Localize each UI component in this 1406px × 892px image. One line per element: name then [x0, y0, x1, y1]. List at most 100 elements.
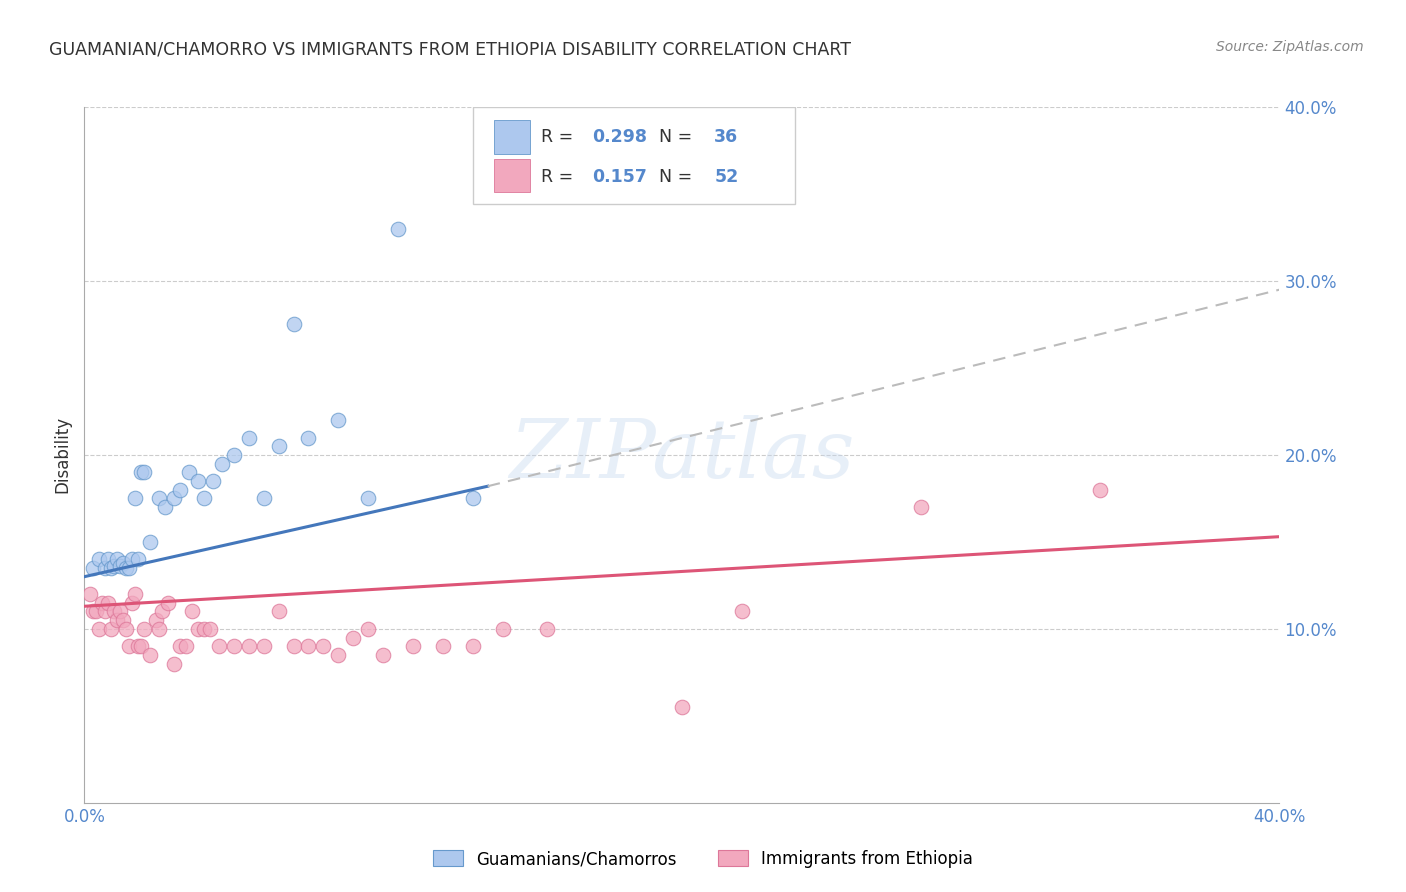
Point	[174, 639, 197, 653]
Point	[671, 700, 693, 714]
Y-axis label: Disability: Disability	[53, 417, 72, 493]
Point	[153, 500, 176, 514]
Point	[432, 639, 454, 653]
Point	[357, 491, 380, 506]
Legend: Guamanians/Chamorros, Immigrants from Ethiopia: Guamanians/Chamorros, Immigrants from Et…	[426, 844, 980, 875]
Point	[94, 561, 117, 575]
Point	[148, 491, 170, 506]
Point	[115, 622, 138, 636]
FancyBboxPatch shape	[472, 107, 796, 204]
FancyBboxPatch shape	[495, 159, 530, 192]
Point	[127, 639, 149, 653]
Point	[187, 474, 209, 488]
Point	[132, 466, 156, 480]
Point	[89, 622, 111, 636]
Point	[208, 639, 231, 653]
Point	[201, 474, 224, 488]
Point	[139, 534, 162, 549]
Text: GUAMANIAN/CHAMORRO VS IMMIGRANTS FROM ETHIOPIA DISABILITY CORRELATION CHART: GUAMANIAN/CHAMORRO VS IMMIGRANTS FROM ET…	[49, 40, 851, 58]
Point	[180, 605, 204, 619]
Point	[169, 639, 191, 653]
Point	[129, 639, 152, 653]
Point	[139, 648, 162, 662]
Point	[193, 622, 215, 636]
Point	[79, 587, 101, 601]
Point	[86, 605, 108, 619]
Text: Source: ZipAtlas.com: Source: ZipAtlas.com	[1216, 40, 1364, 54]
Point	[267, 605, 290, 619]
Point	[371, 648, 394, 662]
Point	[150, 605, 173, 619]
Point	[536, 622, 558, 636]
Point	[124, 491, 146, 506]
Text: N =: N =	[648, 128, 699, 146]
Point	[127, 552, 149, 566]
Point	[121, 552, 143, 566]
Point	[124, 587, 146, 601]
Point	[148, 622, 170, 636]
Point	[100, 622, 122, 636]
Point	[267, 439, 290, 453]
Text: R =: R =	[541, 128, 579, 146]
Text: 0.298: 0.298	[592, 128, 647, 146]
Point	[91, 596, 114, 610]
Point	[387, 221, 409, 235]
Point	[342, 631, 364, 645]
Point	[461, 639, 484, 653]
Point	[731, 605, 754, 619]
Point	[211, 457, 233, 471]
Text: 52: 52	[714, 168, 738, 186]
Point	[238, 639, 260, 653]
Text: ZIPatlas: ZIPatlas	[509, 415, 855, 495]
Point	[97, 596, 120, 610]
Point	[283, 639, 305, 653]
Point	[118, 639, 141, 653]
Point	[89, 552, 111, 566]
Point	[253, 491, 276, 506]
Point	[112, 613, 135, 627]
Point	[115, 561, 138, 575]
Point	[132, 622, 156, 636]
Point	[357, 622, 380, 636]
Point	[222, 448, 245, 462]
Point	[1090, 483, 1112, 497]
Point	[82, 605, 104, 619]
Point	[283, 318, 305, 332]
Point	[222, 639, 245, 653]
Point	[110, 605, 132, 619]
Point	[253, 639, 276, 653]
Point	[82, 561, 104, 575]
FancyBboxPatch shape	[495, 120, 530, 153]
Point	[492, 622, 515, 636]
Point	[105, 613, 128, 627]
Point	[105, 552, 128, 566]
Point	[169, 483, 191, 497]
Text: 0.157: 0.157	[592, 168, 647, 186]
Point	[157, 596, 180, 610]
Text: N =: N =	[648, 168, 699, 186]
Point	[402, 639, 425, 653]
Point	[103, 559, 125, 574]
Point	[110, 559, 132, 574]
Text: R =: R =	[541, 168, 579, 186]
Point	[328, 648, 350, 662]
Point	[103, 605, 125, 619]
Point	[100, 561, 122, 575]
Point	[297, 431, 319, 445]
Point	[94, 605, 117, 619]
Point	[238, 431, 260, 445]
Point	[129, 466, 152, 480]
Point	[163, 657, 186, 671]
Point	[198, 622, 221, 636]
Point	[193, 491, 215, 506]
Point	[910, 500, 932, 514]
Point	[461, 491, 484, 506]
Point	[312, 639, 335, 653]
Point	[297, 639, 319, 653]
Point	[97, 552, 120, 566]
Point	[187, 622, 209, 636]
Point	[112, 556, 135, 570]
Point	[121, 596, 143, 610]
Point	[163, 491, 186, 506]
Point	[118, 561, 141, 575]
